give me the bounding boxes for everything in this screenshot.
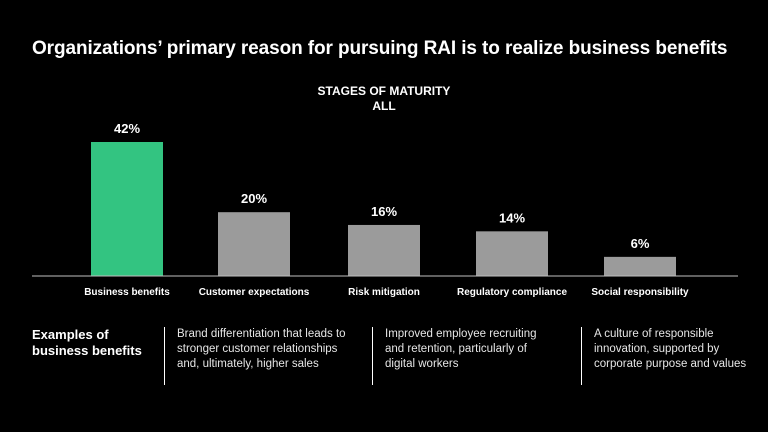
- example-1: Brand differentiation that leads to stro…: [164, 327, 347, 385]
- bar-customer-expectations: [218, 212, 290, 276]
- category-label: Regulatory compliance: [457, 287, 567, 298]
- data-label: 14%: [499, 210, 525, 225]
- category-label: Social responsibility: [591, 287, 689, 298]
- bar-regulatory-compliance: [476, 231, 548, 276]
- bar-business-benefits: [91, 142, 163, 276]
- category-label: Customer expectations: [199, 287, 310, 298]
- subtitle-line-1: STAGES OF MATURITY: [317, 84, 451, 98]
- category-label: Risk mitigation: [348, 287, 420, 298]
- chart-title: Organizations’ primary reason for pursui…: [32, 38, 728, 59]
- data-label: 20%: [241, 191, 267, 206]
- example-2: Improved employee recruiting and retenti…: [372, 327, 555, 385]
- bar-social-responsibility: [604, 256, 676, 276]
- examples-heading: Examples of business benefits: [32, 327, 142, 358]
- example-3-text: A culture of responsible innovation, sup…: [594, 328, 747, 370]
- chart-subtitle: STAGES OF MATURITY ALL: [0, 84, 768, 114]
- subtitle-line-2: ALL: [372, 99, 396, 113]
- example-2-text: Improved employee recruiting and retenti…: [385, 328, 537, 370]
- data-label: 6%: [631, 236, 650, 251]
- example-1-text: Brand differentiation that leads to stro…: [177, 328, 346, 370]
- bar-risk-mitigation: [348, 224, 420, 276]
- category-label: Business benefits: [84, 287, 170, 298]
- example-3: A culture of responsible innovation, sup…: [581, 327, 754, 385]
- data-label: 16%: [371, 204, 397, 219]
- data-label: 42%: [114, 121, 140, 136]
